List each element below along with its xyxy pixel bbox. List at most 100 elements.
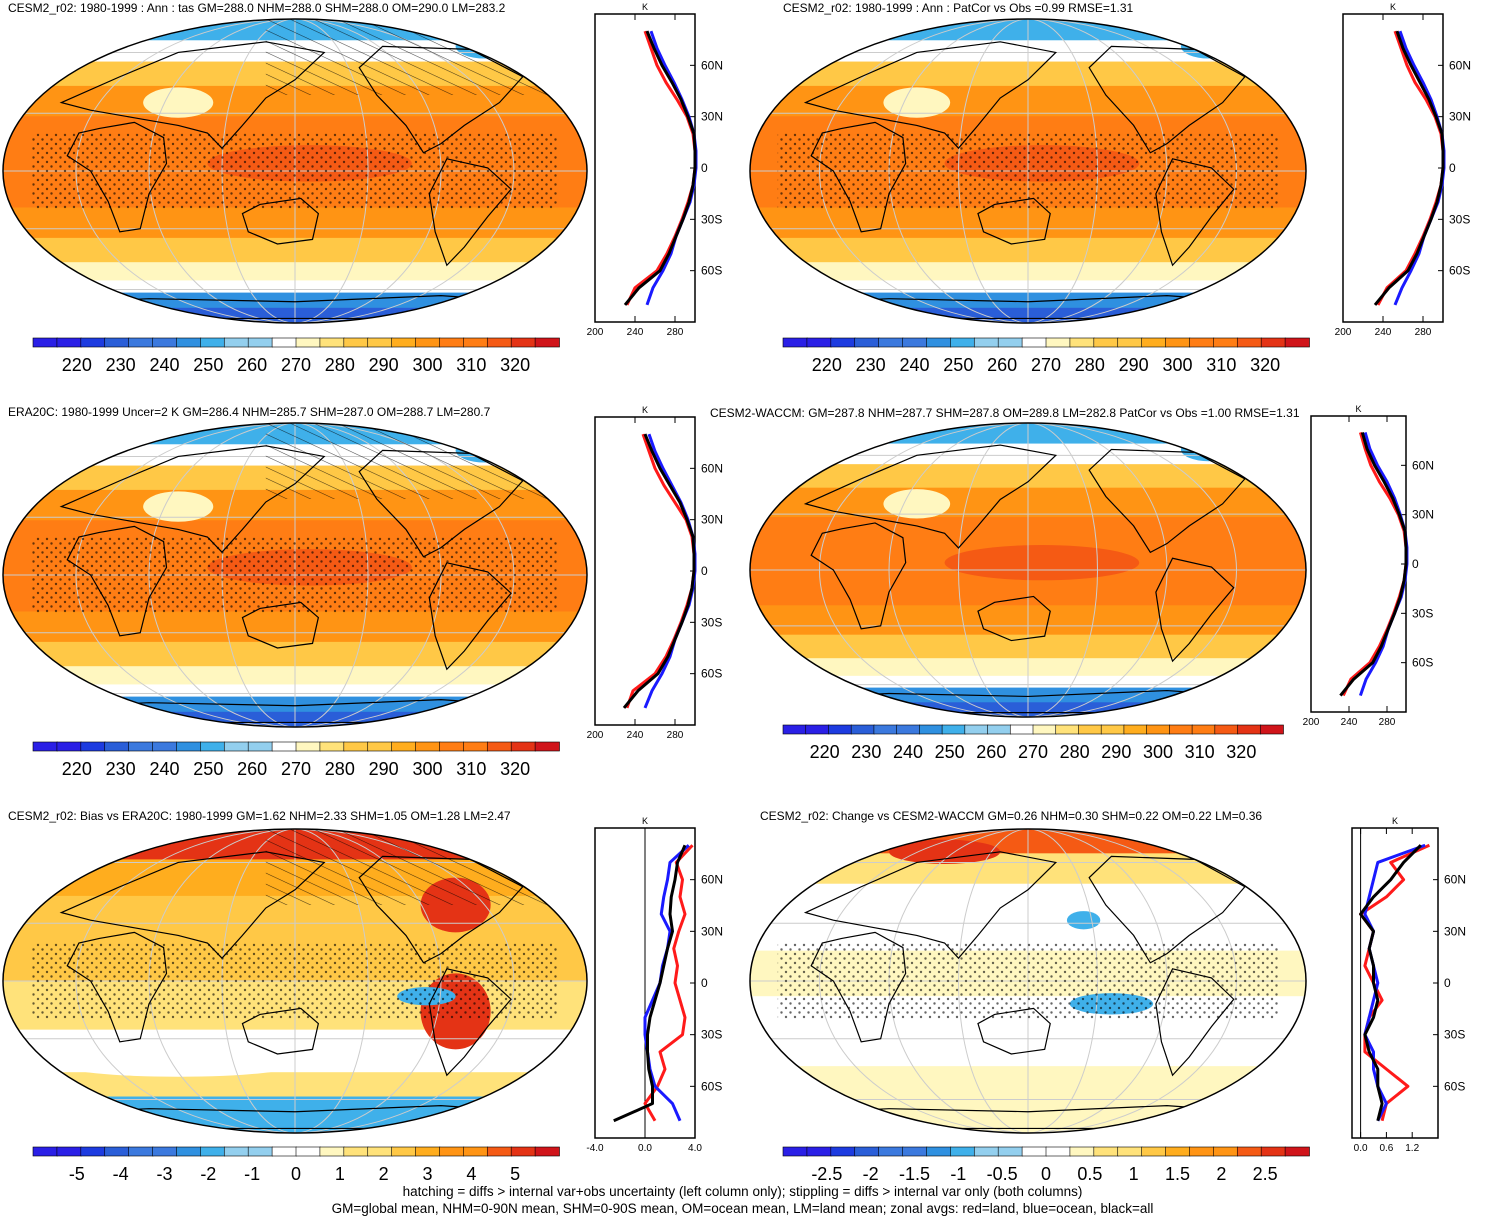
colorbar-label: 0 <box>291 1164 301 1184</box>
lat-tick-label: 0 <box>701 976 708 990</box>
colorbar-cell <box>247 1146 273 1157</box>
lat-tick-label: 30N <box>701 924 723 938</box>
colorbar-label: 5 <box>510 1164 520 1184</box>
x-tick-label: 200 <box>587 730 604 741</box>
cold-patch <box>1066 911 1101 930</box>
colorbar-label: 230 <box>106 355 136 375</box>
colorbar-label: 320 <box>1250 355 1280 375</box>
warm-pool <box>944 545 1140 581</box>
colorbar-cell <box>854 1146 880 1157</box>
colorbar-cell <box>128 1146 154 1157</box>
colorbar-label: 260 <box>976 742 1006 762</box>
colorbar-cell <box>534 1146 560 1157</box>
colorbar-cell <box>1237 724 1262 735</box>
colorbar-cell <box>391 741 417 752</box>
colorbar-cell <box>1260 337 1286 348</box>
colorbar-label: 2.5 <box>1253 1164 1278 1184</box>
coastline <box>977 595 1051 642</box>
zonal-frame <box>1310 415 1407 713</box>
colorbar-cell <box>926 337 952 348</box>
zonal-line-ocean <box>645 30 698 306</box>
hatching <box>265 19 558 95</box>
colorbar-cell <box>1236 1146 1262 1157</box>
panel-title: CESM2-WACCM: GM=287.8 NHM=287.7 SHM=287.… <box>710 406 1300 420</box>
colorbar-cell <box>1189 1146 1215 1157</box>
colorbar-label: 260 <box>237 355 267 375</box>
colorbar-cell <box>319 337 345 348</box>
colorbar-cell <box>343 1146 369 1157</box>
colorbar-label: 310 <box>1185 742 1215 762</box>
colorbar-label: 240 <box>899 355 929 375</box>
unit-label: K <box>1355 404 1361 414</box>
colorbar-label: -4 <box>113 1164 129 1184</box>
unit-label: K <box>1392 816 1398 826</box>
colorbar-cell <box>1213 1146 1239 1157</box>
colorbar-cell <box>510 741 536 752</box>
colorbar-cell <box>1093 1146 1119 1157</box>
zonal-mean-plot: 60N 30N 0 30S 60S 200 240 280 K <box>1335 2 1471 338</box>
colorbar-label: 300 <box>1162 355 1192 375</box>
colorbar-cell <box>367 1146 393 1157</box>
colorbar-label: 230 <box>106 759 136 779</box>
colorbar-label: 220 <box>810 742 840 762</box>
colorbar-cell <box>806 1146 832 1157</box>
x-tick-label: 0.0 <box>638 1143 652 1154</box>
colorbar: 220 230 240 250 260 270 280 290 300 310 320 <box>32 741 560 779</box>
colorbar-cell <box>950 1146 976 1157</box>
x-tick-label: 200 <box>587 327 604 338</box>
colorbar-label: -0.5 <box>987 1164 1018 1184</box>
colorbar-cell <box>439 741 465 752</box>
x-tick-label: 0.0 <box>1354 1143 1368 1154</box>
lat-tick-label: 30S <box>1412 606 1433 620</box>
colorbar-cell <box>1117 337 1143 348</box>
colorbar-label: 270 <box>281 355 311 375</box>
map-change <box>749 828 1307 1134</box>
colorbar-label: 240 <box>149 355 179 375</box>
colorbar-cell <box>510 1146 536 1157</box>
colorbar-cell <box>223 1146 249 1157</box>
stippling <box>32 943 558 1019</box>
colorbar: -5 -4 -3 -2 -1 0 1 2 3 4 5 <box>32 1146 560 1184</box>
colorbar-label: 2 <box>379 1164 389 1184</box>
colorbar-cell <box>1165 1146 1191 1157</box>
colorbar-cell <box>1009 724 1034 735</box>
colorbar-label: 290 <box>1119 355 1149 375</box>
x-tick-label: 1.2 <box>1405 1143 1419 1154</box>
coastline <box>803 851 1058 960</box>
colorbar-cell <box>973 337 999 348</box>
colorbar-label: 320 <box>1226 742 1256 762</box>
zonal-frame <box>1342 13 1444 323</box>
zonal-line-all <box>613 844 687 1123</box>
x-tick-label: 240 <box>1375 327 1392 338</box>
lat-tick-label: 60S <box>1444 1079 1465 1093</box>
colorbar-cell <box>896 724 921 735</box>
colorbar-cell <box>295 337 321 348</box>
colorbar-cell <box>486 337 512 348</box>
coastline <box>59 445 326 554</box>
map-era20c <box>2 422 588 728</box>
zonal-line-all <box>1339 432 1408 697</box>
lat-tick-label: 60N <box>1412 458 1434 472</box>
colorbar-cell <box>534 337 560 348</box>
colorbar-label: 300 <box>1143 742 1173 762</box>
map-border <box>749 422 1307 718</box>
map-field <box>3 19 587 323</box>
colorbar-label: -1.5 <box>899 1164 930 1184</box>
colorbar: 220 230 240 250 260 270 280 290 300 310 320 <box>782 724 1284 762</box>
colorbar-cell <box>805 724 830 735</box>
lat-tick-label: 60S <box>1412 656 1433 670</box>
colorbar-cell <box>463 337 489 348</box>
colorbar-cell <box>1259 724 1284 735</box>
lat-tick-label: 60N <box>701 58 723 72</box>
colorbar: 220 230 240 250 260 270 280 290 300 310 320 <box>782 337 1310 375</box>
colorbar-cell <box>854 337 880 348</box>
map-waccm <box>749 422 1307 718</box>
colorbar-cell <box>973 1146 999 1157</box>
x-tick-label: -4.0 <box>586 1143 604 1154</box>
longitude-line <box>958 423 1098 717</box>
colorbar-cell <box>1141 337 1167 348</box>
panel-title: CESM2_r02: 1980-1999 : Ann : tas GM=288.… <box>8 1 506 15</box>
colorbar-label: -3 <box>156 1164 172 1184</box>
colorbar-cell <box>319 1146 345 1157</box>
colorbar-cell <box>80 337 106 348</box>
